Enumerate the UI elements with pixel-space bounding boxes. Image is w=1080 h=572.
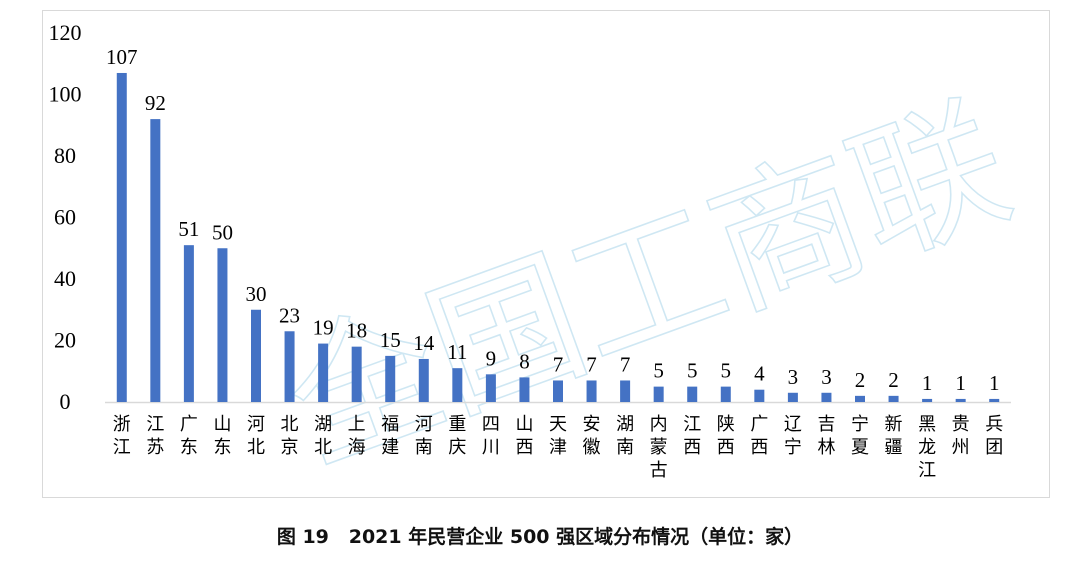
data-label: 30 <box>246 282 267 306</box>
bar <box>116 72 127 402</box>
data-label: 15 <box>380 328 401 352</box>
data-label: 50 <box>212 220 233 244</box>
category-label: 兵团 <box>985 414 1003 458</box>
data-label: 7 <box>553 352 564 376</box>
category-label: 上海 <box>348 414 366 458</box>
bar <box>284 331 295 402</box>
y-axis-ticks: 0 20 40 60 80 100 120 <box>49 20 82 414</box>
category-label: 北京 <box>281 414 299 458</box>
data-label: 7 <box>620 352 631 376</box>
category-label: 天津 <box>549 414 567 458</box>
y-tick-label: 80 <box>54 143 76 168</box>
y-tick-label: 40 <box>54 266 76 291</box>
bar <box>653 386 664 402</box>
y-tick-label: 20 <box>54 328 76 353</box>
bar <box>620 380 631 402</box>
category-label: 浙江 <box>113 414 131 458</box>
data-label: 3 <box>821 365 832 389</box>
category-label: 宁夏 <box>851 414 869 458</box>
bar <box>418 358 429 402</box>
data-label: 92 <box>145 91 166 115</box>
bar <box>855 395 865 402</box>
category-label: 辽宁 <box>784 414 802 458</box>
data-label: 8 <box>519 349 530 373</box>
bar <box>485 374 496 402</box>
bar <box>787 392 798 402</box>
data-label: 1 <box>955 371 966 395</box>
category-label: 江西 <box>683 414 701 458</box>
data-label: 1 <box>922 371 933 395</box>
data-label: 107 <box>106 45 137 69</box>
y-tick-label: 100 <box>49 82 82 107</box>
category-label: 广东 <box>180 414 198 458</box>
bar <box>922 398 933 402</box>
category-label: 江苏 <box>146 414 164 458</box>
category-label: 四川 <box>482 414 500 458</box>
bar <box>553 380 563 402</box>
category-label: 湖北 <box>314 414 332 458</box>
chart-frame: 全国工商联 0 20 40 60 80 100 120 107 92 51 50 30 23 19 18 1… <box>42 10 1050 498</box>
category-label: 山东 <box>213 414 231 458</box>
category-label: 广西 <box>750 414 768 458</box>
bar <box>217 248 228 402</box>
bar <box>687 386 698 402</box>
category-label: 内蒙古 <box>650 414 668 481</box>
y-tick-label: 60 <box>54 205 76 230</box>
category-label: 贵州 <box>952 414 970 458</box>
category-label: 福建 <box>381 414 399 458</box>
bar <box>586 380 597 402</box>
y-tick-label: 120 <box>49 20 82 45</box>
data-label: 7 <box>586 352 597 376</box>
category-label: 陕西 <box>717 414 735 458</box>
data-label: 3 <box>788 365 799 389</box>
data-label: 2 <box>855 368 866 392</box>
data-label: 4 <box>754 362 765 386</box>
bar <box>351 346 362 402</box>
bar <box>385 355 396 402</box>
bar <box>318 343 329 402</box>
category-labels: 浙江江苏广东山东河北北京湖北上海福建河南重庆四川山西天津安徽湖南内蒙古江西陕西广… <box>113 414 1003 481</box>
category-label: 河北 <box>247 414 265 458</box>
bar <box>150 119 161 402</box>
data-label: 11 <box>447 340 467 364</box>
bar <box>251 309 261 402</box>
figure-caption: 图 19 2021 年民营企业 500 强区域分布情况（单位：家） <box>276 526 804 548</box>
bar <box>519 377 530 402</box>
data-label: 9 <box>486 346 497 370</box>
category-label: 吉林 <box>817 414 835 458</box>
category-label: 重庆 <box>448 414 466 458</box>
data-label: 19 <box>313 316 334 340</box>
category-label: 山西 <box>515 414 533 458</box>
data-label: 23 <box>279 303 300 327</box>
bars <box>116 72 1000 402</box>
y-tick-label: 0 <box>60 389 71 414</box>
bar <box>754 389 765 402</box>
category-label: 河南 <box>415 414 433 458</box>
bar <box>720 386 731 402</box>
data-label: 51 <box>178 217 199 241</box>
bar <box>955 398 966 402</box>
data-label: 5 <box>721 359 732 383</box>
bar <box>888 395 899 402</box>
data-label: 1 <box>989 371 1000 395</box>
category-label: 湖南 <box>616 414 634 458</box>
data-label: 2 <box>888 368 899 392</box>
bar <box>821 392 832 402</box>
bar <box>452 368 463 402</box>
bar <box>183 245 194 402</box>
data-label: 5 <box>653 359 664 383</box>
category-label: 黑龙江 <box>918 414 936 481</box>
data-label: 18 <box>346 319 367 343</box>
category-label: 安徽 <box>583 414 601 458</box>
bar <box>989 398 1000 402</box>
category-label: 新疆 <box>885 414 903 458</box>
data-label: 14 <box>413 331 435 355</box>
data-label: 5 <box>687 359 698 383</box>
